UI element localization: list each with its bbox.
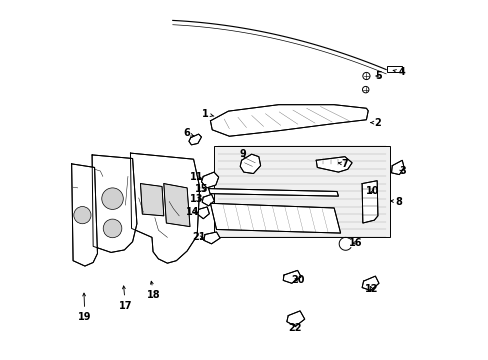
Polygon shape — [208, 189, 338, 196]
Polygon shape — [391, 160, 403, 175]
Text: 10: 10 — [366, 186, 379, 197]
Bar — [214, 146, 389, 237]
Polygon shape — [198, 207, 209, 219]
Text: 22: 22 — [287, 323, 301, 333]
Circle shape — [362, 86, 368, 93]
Polygon shape — [163, 184, 190, 226]
Text: 1: 1 — [201, 109, 213, 119]
Text: 4: 4 — [392, 67, 405, 77]
Circle shape — [362, 72, 369, 80]
Text: 20: 20 — [290, 275, 304, 285]
Text: 13: 13 — [190, 194, 203, 204]
Polygon shape — [202, 194, 214, 206]
Polygon shape — [362, 181, 377, 223]
Text: 2: 2 — [370, 118, 380, 128]
Text: 21: 21 — [191, 232, 205, 242]
Polygon shape — [283, 270, 301, 283]
Polygon shape — [201, 172, 218, 188]
Text: 16: 16 — [348, 238, 362, 248]
Polygon shape — [362, 276, 378, 291]
Text: 9: 9 — [239, 149, 245, 159]
Polygon shape — [140, 184, 163, 216]
Polygon shape — [203, 232, 220, 244]
Text: 18: 18 — [147, 281, 161, 301]
Polygon shape — [72, 164, 97, 266]
Circle shape — [74, 207, 91, 224]
Polygon shape — [188, 134, 201, 145]
Text: 5: 5 — [375, 71, 382, 81]
Polygon shape — [210, 203, 340, 233]
Text: 12: 12 — [365, 284, 378, 294]
Polygon shape — [92, 155, 137, 252]
Polygon shape — [130, 153, 199, 263]
Text: 11: 11 — [190, 172, 203, 182]
Text: 17: 17 — [119, 286, 132, 311]
Polygon shape — [316, 157, 351, 172]
Polygon shape — [286, 311, 304, 326]
Circle shape — [103, 219, 122, 238]
Text: 3: 3 — [398, 166, 405, 176]
Text: 14: 14 — [185, 207, 199, 217]
Text: 8: 8 — [390, 197, 401, 207]
Text: 7: 7 — [338, 159, 347, 169]
Bar — [386, 66, 402, 72]
Text: 19: 19 — [78, 293, 91, 322]
Polygon shape — [210, 105, 367, 136]
Text: 6: 6 — [183, 129, 193, 138]
Circle shape — [102, 188, 123, 210]
Polygon shape — [240, 154, 260, 174]
Text: 15: 15 — [194, 184, 208, 194]
